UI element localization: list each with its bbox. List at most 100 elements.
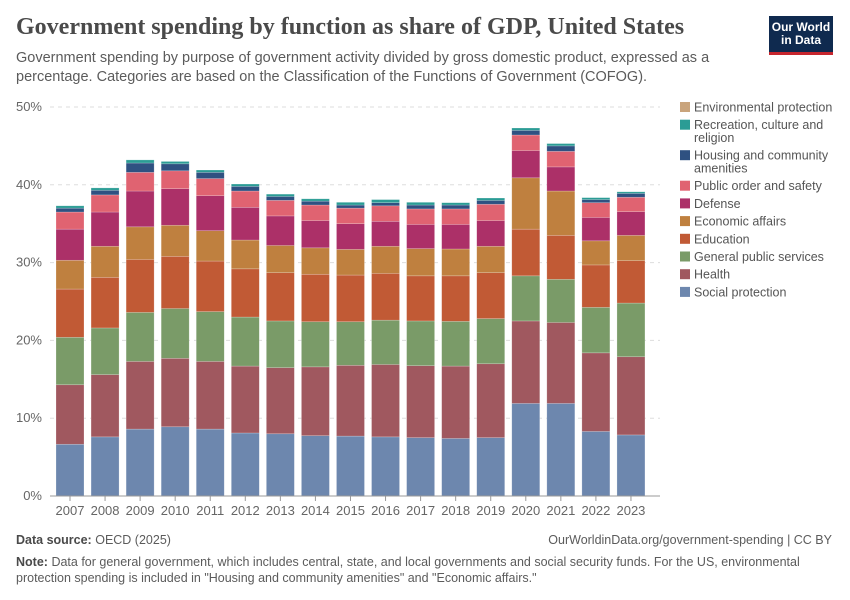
bar-segment <box>125 190 155 228</box>
bar-segment <box>336 274 365 323</box>
legend-label: Economic affairs <box>694 215 786 229</box>
bar-segment <box>90 277 120 329</box>
bar-segment <box>336 207 365 224</box>
x-tick-label: 2016 <box>371 503 400 518</box>
bar-segment <box>55 228 85 261</box>
bar-segment <box>546 322 576 404</box>
bar-segment <box>476 220 506 247</box>
footnote: Note: Data for general government, which… <box>16 554 826 586</box>
bar-segment <box>546 166 576 192</box>
bar-segment <box>406 248 435 277</box>
bar-segment <box>125 172 155 192</box>
bar-segment <box>301 198 330 202</box>
legend-label: Public order and safety <box>694 179 823 193</box>
bar-segment <box>616 434 646 497</box>
bar-segment <box>160 256 190 309</box>
bar-segment <box>55 443 85 497</box>
x-tick-label: 2012 <box>231 503 260 518</box>
bar-segment <box>511 150 541 179</box>
owid-logo[interactable]: Our World in Data <box>769 16 833 55</box>
bar-segment <box>195 311 225 362</box>
bar-segment <box>546 151 576 168</box>
bar-segment <box>581 217 611 242</box>
bar-segment <box>125 259 155 313</box>
bar-segment <box>55 384 85 445</box>
data-source: Data source: OECD (2025) <box>16 533 171 547</box>
bar-segment <box>125 428 155 497</box>
bar-segment <box>616 193 646 198</box>
bar-segment <box>231 365 260 434</box>
bar-segment <box>336 202 365 206</box>
bar-segment <box>195 172 225 179</box>
bar-segment <box>616 356 646 436</box>
bar-segment <box>266 245 295 274</box>
bar-segment <box>231 190 260 208</box>
bar-segment <box>160 426 190 497</box>
x-tick-label: 2010 <box>161 503 190 518</box>
legend-label: Housing and community amenities <box>694 149 829 176</box>
bar-segment <box>441 204 470 210</box>
bar-segment <box>160 170 190 189</box>
bar-segment <box>301 273 330 323</box>
bar-segment <box>476 363 506 438</box>
bar-segment <box>581 240 611 266</box>
bar-segment <box>511 403 541 497</box>
bar-segment <box>125 226 155 260</box>
bar-segment <box>546 279 576 323</box>
bar-segment <box>371 205 400 222</box>
x-tick-label: 2021 <box>546 503 575 518</box>
bar-segment <box>160 163 190 172</box>
bar-segment <box>406 204 435 210</box>
note-label: Note: <box>16 555 48 569</box>
bar-segment <box>616 196 646 212</box>
x-tick-label: 2011 <box>196 503 224 518</box>
source-url[interactable]: OurWorldinData.org/government-spending |… <box>548 533 832 547</box>
legend-label: General public services <box>694 250 824 264</box>
legend-label: Defense <box>694 197 741 211</box>
bar-segment <box>476 203 506 221</box>
bar-segment <box>371 221 400 247</box>
bar-segment <box>511 228 541 277</box>
legend-swatch <box>680 119 690 130</box>
bar-segment <box>406 224 435 249</box>
bar-segment <box>511 127 541 131</box>
bar-segment <box>125 159 155 164</box>
y-tick-label: 30% <box>16 255 42 270</box>
bar-segment <box>406 320 435 366</box>
y-tick-label: 0% <box>23 488 42 503</box>
bar-segment <box>336 249 365 276</box>
bar-segment <box>195 230 225 262</box>
bar-segment <box>616 235 646 261</box>
legend-swatch <box>680 251 690 262</box>
bar-segment <box>511 275 541 322</box>
legend-swatch <box>680 233 690 244</box>
bar-segment <box>90 374 120 438</box>
bar-segment <box>616 260 646 304</box>
bar-segment <box>336 435 365 497</box>
bar-segment <box>336 223 365 250</box>
bar-segment <box>160 357 190 428</box>
bar-segment <box>616 302 646 358</box>
bar-segment <box>441 224 470 250</box>
bar-segment <box>511 130 541 136</box>
bar-segment <box>90 187 120 191</box>
bar-segment <box>371 273 400 321</box>
legend-label: Recreation, culture and religion <box>694 118 823 145</box>
bar-segment <box>581 264 611 308</box>
bar-segment <box>195 195 225 232</box>
bar-segment <box>371 202 400 207</box>
bar-segment <box>231 207 260 241</box>
x-tick-label: 2007 <box>56 503 85 518</box>
bar-segment <box>266 193 295 197</box>
bar-segment <box>266 320 295 368</box>
bar-segment <box>336 204 365 209</box>
bar-segment <box>581 202 611 218</box>
bar-segment <box>55 288 85 338</box>
x-tick-label: 2009 <box>126 503 155 518</box>
source-text[interactable]: OECD (2025) <box>95 533 171 547</box>
bar-segment <box>301 204 330 221</box>
bar-segment <box>406 365 435 438</box>
bar-segment <box>301 247 330 275</box>
